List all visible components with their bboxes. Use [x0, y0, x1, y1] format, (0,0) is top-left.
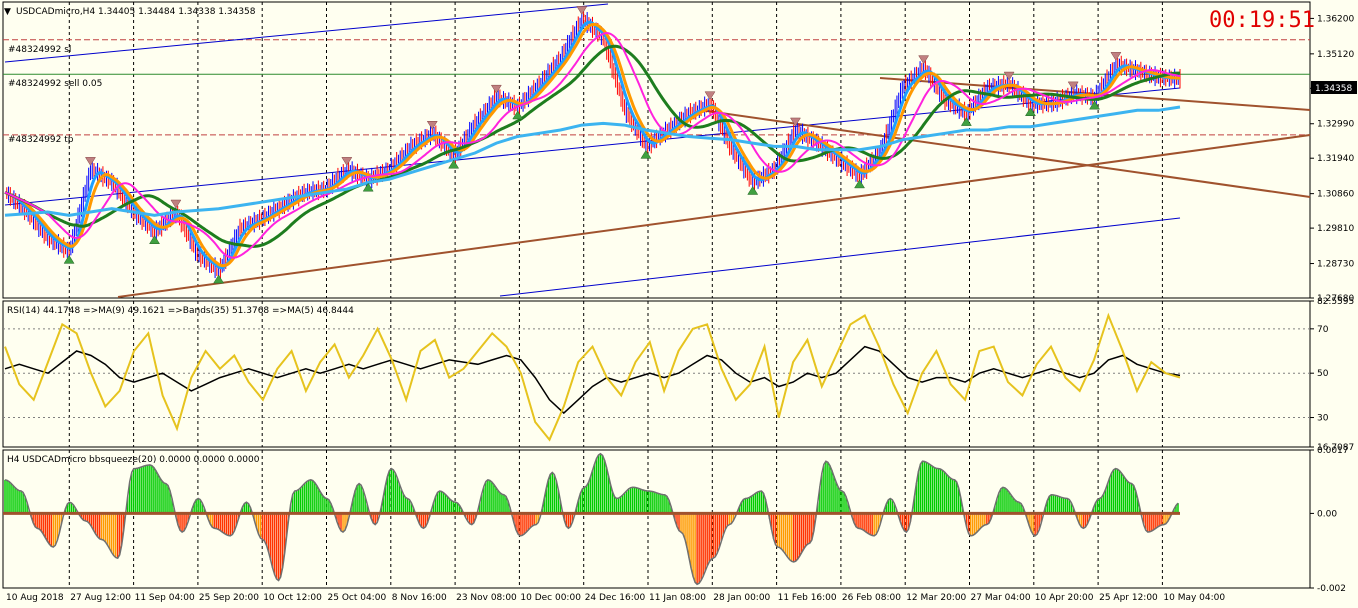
price-tick-label: 1.28730 — [1317, 260, 1354, 270]
rsi-ma-line — [4, 345, 1181, 415]
rsi-pane[interactable] — [3, 312, 1310, 442]
rsi-tick-label: 82.5595 — [1317, 297, 1354, 307]
sell-arrow-icon — [918, 55, 930, 65]
channel-mid-line[interactable] — [4, 87, 1181, 206]
sell-arrow-icon — [790, 117, 801, 127]
sell-arrow-icon — [170, 199, 182, 209]
price-tick-label: 1.35120 — [1317, 50, 1354, 60]
rsi-tick-label: 16.7087 — [1317, 443, 1354, 453]
pane-frame-rsi — [2, 300, 1311, 448]
time-tick-label: 25 Apr 12:00 — [1099, 593, 1158, 603]
resistance-trend-line[interactable] — [699, 109, 1311, 198]
time-tick-label: 11 Feb 16:00 — [778, 593, 837, 603]
pane-frame-main — [2, 1, 1311, 299]
buy-arrow-icon — [747, 186, 759, 195]
current-price-label: 1.34358 — [1315, 84, 1352, 94]
rsi-title: RSI(14) 44.1748 =>MA(9) 49.1621 =>Bands(… — [7, 306, 354, 316]
time-tick-label: 27 Aug 12:00 — [70, 593, 131, 603]
sell-arrow-icon — [576, 6, 588, 15]
moving-averages — [4, 20, 1181, 270]
buy-arrow-icon — [512, 110, 524, 120]
price-tick-label: 1.31940 — [1317, 154, 1354, 164]
sell-arrow-icon — [704, 91, 716, 101]
countdown-timer: 00:19:51 — [1209, 8, 1315, 33]
time-tick-label: 23 Nov 08:00 — [456, 593, 517, 603]
price-tick-label: 1.29810 — [1317, 224, 1354, 234]
support-trend-line[interactable] — [117, 134, 1311, 298]
squeeze-tick-label: -0.002 — [1317, 584, 1346, 594]
rsi-tick-label: 70 — [1317, 325, 1329, 335]
pane-frame-sq — [2, 449, 1311, 589]
time-tick-label: 11 Jan 08:00 — [649, 593, 706, 603]
time-tick-label: 28 Jan 00:00 — [713, 593, 770, 603]
time-tick-label: 10 May 04:00 — [1163, 593, 1225, 603]
time-tick-label: 26 Feb 08:00 — [842, 593, 901, 603]
time-tick-label: 24 Dec 16:00 — [585, 593, 646, 603]
time-tick-label: 10 Oct 12:00 — [263, 593, 322, 603]
price-candles — [6, 9, 1181, 281]
chart-title-arrow-icon[interactable]: ▼ — [4, 7, 11, 17]
ma-orange-line — [4, 22, 1181, 268]
sell-arrow-icon — [1003, 71, 1015, 81]
time-tick-label: 10 Aug 2018 — [6, 593, 64, 603]
buy-arrow-icon — [960, 117, 972, 126]
order-tp-label: #48324992 tp — [8, 135, 74, 145]
buy-arrow-icon — [448, 159, 460, 169]
time-tick-label: 25 Sep 20:00 — [199, 593, 259, 603]
price-tick-label: 1.27680 — [1317, 294, 1354, 304]
time-tick-label: 8 Nov 16:00 — [392, 593, 447, 603]
sell-arrow-icon — [1067, 81, 1079, 91]
chart-title: USDCADmicro,H4 1.34405 1.34484 1.34338 1… — [16, 7, 256, 17]
price-tick-label: 1.30860 — [1317, 190, 1354, 200]
buy-arrow-icon — [362, 182, 374, 192]
buy-arrow-icon — [640, 149, 652, 159]
squeeze-tick-label: 0.0017 — [1317, 446, 1349, 456]
time-axis: 10 Aug 2018 27 Aug 12:00 11 Sep 04:00 25 Se… — [6, 593, 1225, 603]
signal-arrows — [63, 6, 1122, 284]
order-sl-label: #48324992 sl — [8, 45, 71, 55]
squeeze-tick-label: 0.00 — [1317, 509, 1337, 519]
main-price-pane[interactable] — [3, 3, 1311, 298]
rsi-tick-label: 50 — [1317, 369, 1329, 379]
squeeze-outline — [4, 452, 1179, 586]
rsi-line — [4, 312, 1181, 442]
price-tick-label: 1.32990 — [1317, 120, 1354, 130]
bbsqueeze-pane[interactable] — [3, 452, 1180, 586]
time-tick-label: 25 Oct 04:00 — [328, 593, 387, 603]
time-tick-label: 11 Sep 04:00 — [135, 593, 195, 603]
rsi-tick-label: 30 — [1317, 414, 1329, 424]
buy-arrow-icon — [63, 254, 75, 264]
buy-arrow-icon — [213, 274, 225, 284]
sell-arrow-icon — [341, 157, 353, 166]
time-tick-label: 27 Mar 04:00 — [971, 593, 1031, 603]
channel-lower-line[interactable] — [499, 217, 1181, 297]
squeeze-title: H4 USDCADmicro bbsqueeze(20) 0.0000 0.00… — [7, 455, 260, 465]
channel-upper-line[interactable] — [4, 3, 609, 63]
ma-slow-line — [4, 105, 1181, 217]
ma-magenta-line — [4, 31, 1181, 259]
buy-arrow-icon — [149, 235, 160, 244]
pane-frames — [2, 1, 1311, 589]
sell-arrow-icon — [426, 121, 438, 130]
buy-arrow-icon — [1089, 100, 1101, 110]
time-tick-label: 10 Apr 20:00 — [1035, 593, 1094, 603]
sell-arrow-icon — [1110, 52, 1122, 61]
buy-arrow-icon — [854, 179, 865, 189]
sell-arrow-icon — [490, 84, 502, 94]
time-tick-label: 10 Dec 00:00 — [520, 593, 581, 603]
buy-arrow-icon — [1024, 107, 1036, 116]
order-entry-label: #48324992 sell 0.05 — [8, 79, 102, 89]
price-axis: 1.362001.351201.340701.329901.319401.308… — [1310, 14, 1354, 594]
current-price-box — [1311, 81, 1357, 94]
time-tick-label: 12 Mar 20:00 — [906, 593, 966, 603]
sell-arrow-icon — [85, 157, 96, 166]
ma-green-line — [4, 44, 1180, 248]
price-tick-label: 1.36200 — [1317, 14, 1354, 24]
